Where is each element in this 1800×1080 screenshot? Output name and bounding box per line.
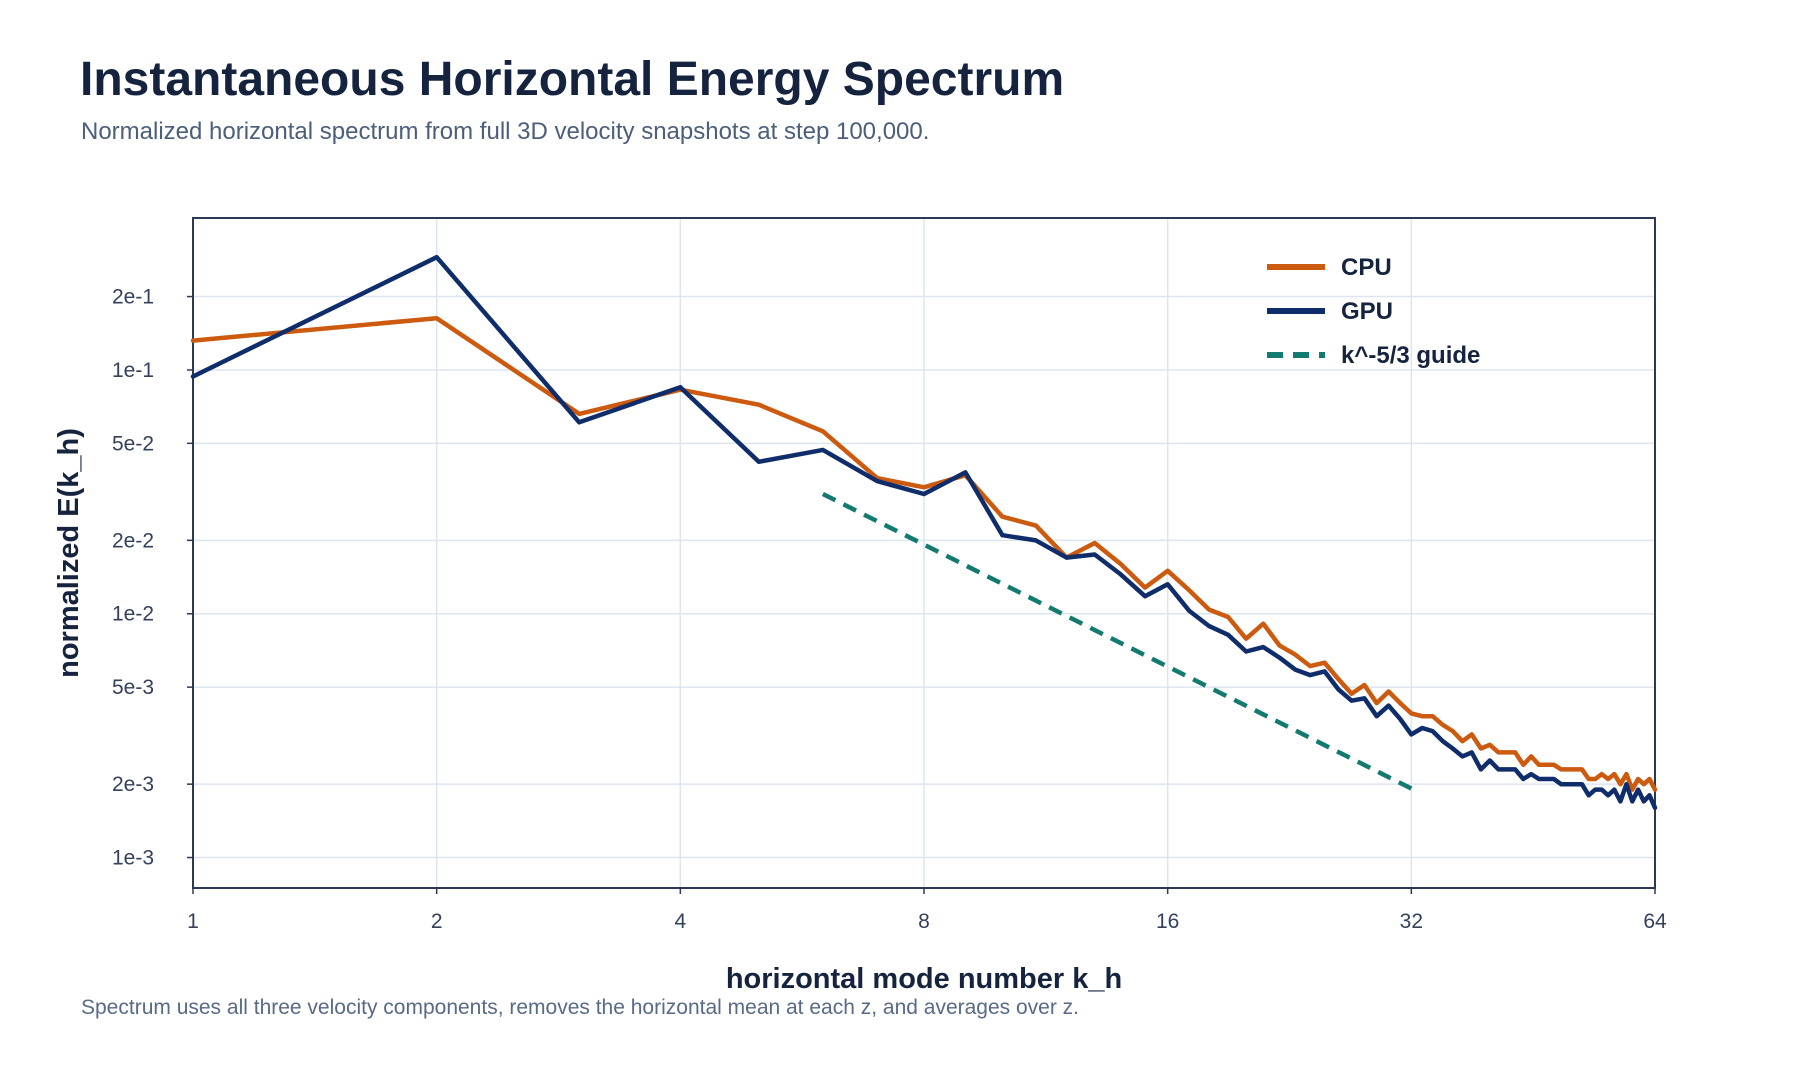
legend: CPU GPU k^-5/3 guide	[1267, 254, 1480, 369]
x-tick-label: 1	[187, 910, 199, 933]
y-tick-label: 5e-3	[112, 676, 154, 699]
y-tick-label: 1e-3	[112, 847, 154, 870]
series-line-cpu	[190, 315, 1658, 792]
y-tick-label: 2e-1	[112, 286, 154, 309]
y-tick-label: 5e-2	[112, 432, 154, 455]
y-tick-label: 2e-3	[112, 773, 154, 796]
x-tick-label: 16	[1156, 910, 1179, 933]
legend-label: CPU	[1341, 254, 1392, 281]
tick-labels: 1 2 4 8 16 32 64 1e-3 2e-3 5e-3 1e-2 2e-2 5e-2 1e-1 2e…	[112, 286, 1667, 933]
series-line-k-5-3-guide	[821, 491, 1413, 791]
chart-subtitle: Normalized horizontal spectrum from full…	[81, 118, 930, 145]
y-tick-label: 2e-2	[112, 529, 154, 552]
x-tick-label: 2	[431, 910, 443, 933]
x-tick-label: 64	[1643, 910, 1667, 933]
series-layer	[190, 254, 1658, 811]
y-tick-label: 1e-1	[112, 359, 154, 382]
chart-title: Instantaneous Horizontal Energy Spectrum	[80, 53, 1065, 106]
x-tick-label: 32	[1400, 910, 1423, 933]
series-line-gpu	[190, 254, 1658, 811]
footnote: Spectrum uses all three velocity compone…	[81, 996, 1080, 1019]
x-axis-title: horizontal mode number k_h	[726, 963, 1122, 995]
x-tick-label: 8	[918, 910, 930, 933]
y-tick-label: 1e-2	[112, 603, 154, 626]
legend-label: GPU	[1341, 298, 1393, 325]
legend-label: k^-5/3 guide	[1341, 342, 1480, 369]
x-tick-label: 4	[674, 910, 686, 933]
y-axis-title: normalized E(k_h)	[53, 428, 85, 678]
